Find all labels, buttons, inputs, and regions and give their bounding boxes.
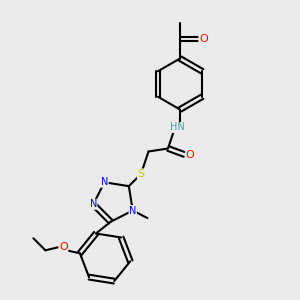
Text: N: N: [101, 177, 108, 187]
Text: N: N: [129, 206, 136, 215]
Text: N: N: [90, 199, 97, 209]
Text: HN: HN: [169, 122, 184, 133]
Text: O: O: [185, 149, 194, 160]
Text: O: O: [59, 242, 68, 252]
Text: S: S: [137, 169, 145, 179]
Text: O: O: [199, 34, 208, 44]
